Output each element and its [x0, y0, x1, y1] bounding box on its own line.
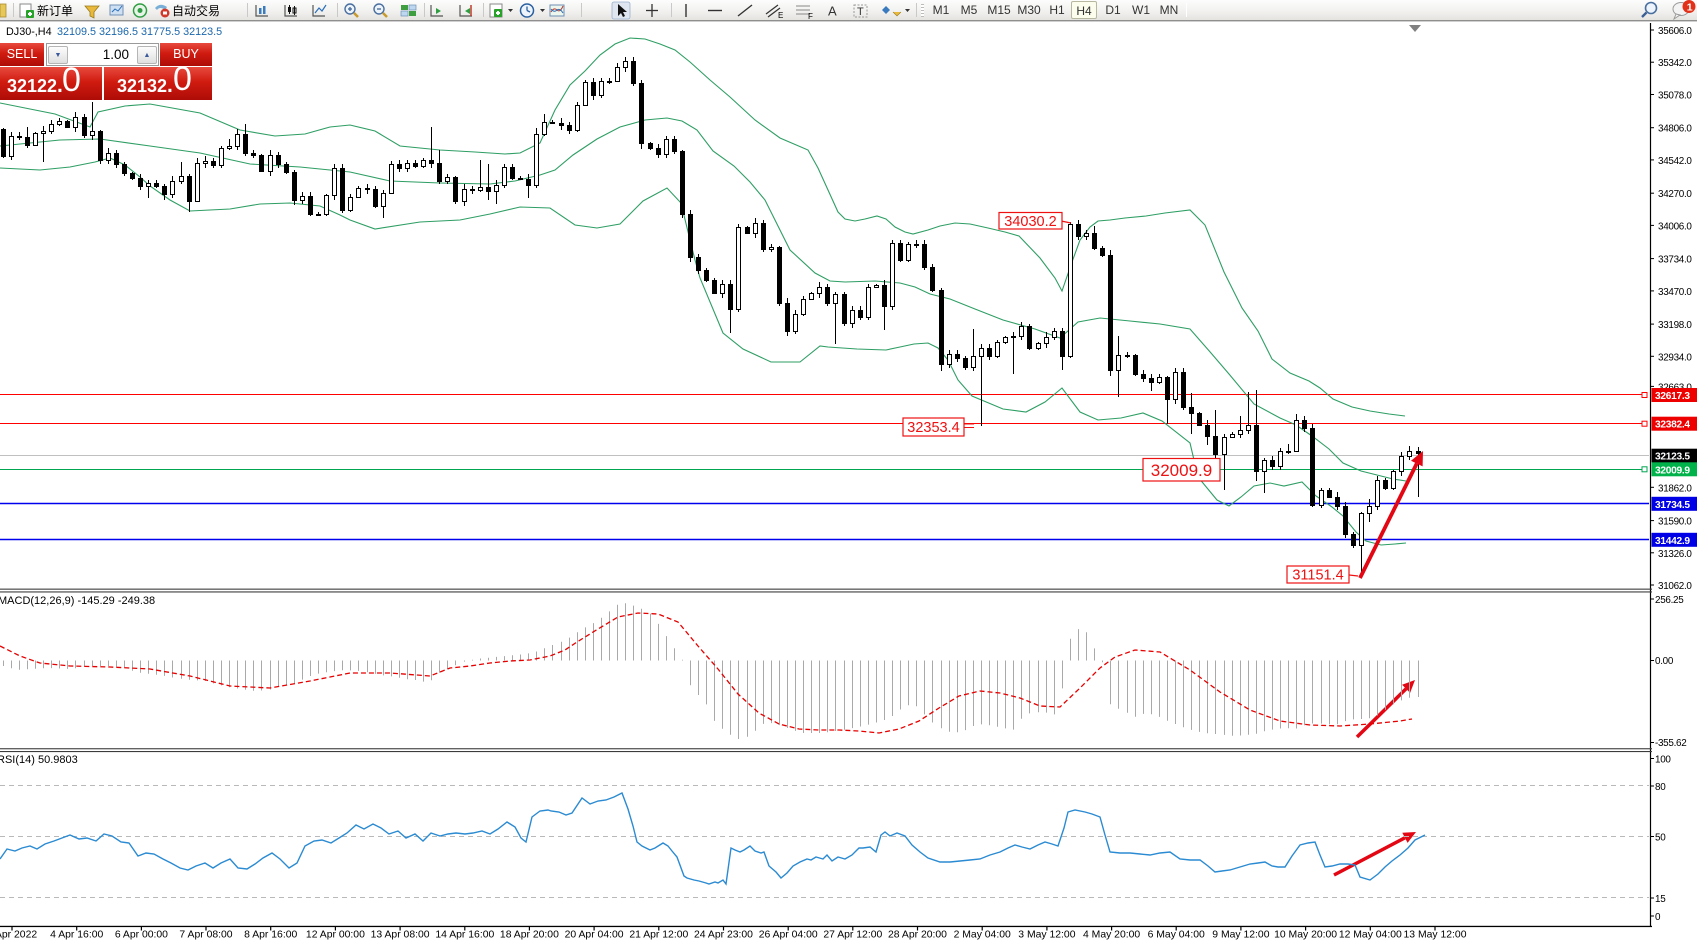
svg-text:33470.0: 33470.0 — [1658, 287, 1692, 298]
svg-text:256.25: 256.25 — [1655, 595, 1684, 606]
svg-text:2 May 04:00: 2 May 04:00 — [954, 930, 1011, 941]
svg-text:14 Apr 16:00: 14 Apr 16:00 — [435, 930, 494, 941]
svg-text:32617.3: 32617.3 — [1655, 391, 1690, 402]
svg-text:8 Apr 16:00: 8 Apr 16:00 — [244, 930, 297, 941]
svg-text:26 Apr 04:00: 26 Apr 04:00 — [759, 930, 818, 941]
svg-text:13 Apr 08:00: 13 Apr 08:00 — [371, 930, 430, 941]
svg-text:33734.0: 33734.0 — [1658, 255, 1692, 266]
svg-text:32382.4: 32382.4 — [1655, 420, 1690, 431]
svg-text:24 Apr 23:00: 24 Apr 23:00 — [694, 930, 753, 941]
svg-text:34030.2: 34030.2 — [1004, 214, 1056, 230]
svg-text:80: 80 — [1655, 782, 1666, 793]
svg-text:7 Apr 08:00: 7 Apr 08:00 — [179, 930, 232, 941]
svg-text:12 Apr 00:00: 12 Apr 00:00 — [306, 930, 365, 941]
svg-text:31151.4: 31151.4 — [1292, 568, 1343, 584]
svg-text:32009.9: 32009.9 — [1655, 465, 1690, 476]
svg-text:100: 100 — [1655, 755, 1671, 766]
svg-text:32109.5 32196.5 31775.5 32123.: 32109.5 32196.5 31775.5 32123.5 — [57, 26, 222, 38]
svg-text:32353.4: 32353.4 — [907, 420, 959, 436]
svg-text:32934.0: 32934.0 — [1658, 352, 1692, 363]
svg-text:31062.0: 31062.0 — [1658, 581, 1692, 592]
svg-text:21 Apr 12:00: 21 Apr 12:00 — [629, 930, 688, 941]
svg-text:0: 0 — [1655, 912, 1661, 923]
svg-text:9 May 12:00: 9 May 12:00 — [1212, 930, 1269, 941]
svg-text:18 Apr 20:00: 18 Apr 20:00 — [500, 930, 559, 941]
svg-text:31734.5: 31734.5 — [1655, 500, 1690, 511]
svg-text:32663.0: 32663.0 — [1658, 382, 1692, 393]
svg-text:31590.0: 31590.0 — [1658, 517, 1692, 528]
svg-text:新订单: 新订单 — [37, 3, 73, 18]
svg-text:35342.0: 35342.0 — [1658, 58, 1692, 69]
svg-text:35606.0: 35606.0 — [1658, 26, 1692, 37]
svg-text:20 Apr 04:00: 20 Apr 04:00 — [565, 930, 624, 941]
svg-text:31442.9: 31442.9 — [1655, 536, 1690, 547]
svg-text:F: F — [808, 12, 813, 21]
svg-text:31862.0: 31862.0 — [1658, 483, 1692, 494]
svg-text:35078.0: 35078.0 — [1658, 91, 1692, 102]
svg-text:MACD(12,26,9) -145.29 -249.38: MACD(12,26,9) -145.29 -249.38 — [0, 595, 155, 607]
svg-text:13 May 12:00: 13 May 12:00 — [1404, 930, 1467, 941]
svg-text:0.00: 0.00 — [1655, 656, 1674, 667]
svg-text:-355.62: -355.62 — [1655, 738, 1686, 749]
svg-text:28 Apr 20:00: 28 Apr 20:00 — [888, 930, 947, 941]
svg-text:4 Apr 16:00: 4 Apr 16:00 — [50, 930, 103, 941]
svg-text:T: T — [857, 6, 864, 18]
svg-text:A: A — [828, 4, 837, 19]
svg-text:12 May 04:00: 12 May 04:00 — [1339, 930, 1402, 941]
svg-text:34806.0: 34806.0 — [1658, 124, 1692, 135]
svg-text:RSI(14) 50.9803: RSI(14) 50.9803 — [0, 754, 78, 766]
svg-text:32123.5: 32123.5 — [1655, 452, 1690, 463]
svg-text:DJ30-,H4: DJ30-,H4 — [6, 26, 52, 38]
svg-text:34542.0: 34542.0 — [1658, 156, 1692, 167]
svg-text:4 May 20:00: 4 May 20:00 — [1083, 930, 1140, 941]
svg-text:自动交易: 自动交易 — [172, 3, 220, 18]
svg-text:33198.0: 33198.0 — [1658, 320, 1692, 331]
svg-text:34270.0: 34270.0 — [1658, 189, 1692, 200]
svg-text:34006.0: 34006.0 — [1658, 221, 1692, 232]
svg-text:32009.9: 32009.9 — [1151, 461, 1212, 480]
svg-text:3 May 12:00: 3 May 12:00 — [1018, 930, 1075, 941]
svg-text:27 Apr 12:00: 27 Apr 12:00 — [823, 930, 882, 941]
svg-text:15: 15 — [1655, 894, 1666, 905]
svg-text:6 Apr 00:00: 6 Apr 00:00 — [115, 930, 168, 941]
svg-text:E: E — [778, 11, 783, 20]
svg-text:1: 1 — [1687, 2, 1693, 14]
svg-text:10 May 20:00: 10 May 20:00 — [1274, 930, 1337, 941]
svg-text:1 Apr 2022: 1 Apr 2022 — [0, 930, 37, 941]
svg-text:6 May 04:00: 6 May 04:00 — [1148, 930, 1205, 941]
svg-text:50: 50 — [1655, 833, 1666, 844]
svg-text:31326.0: 31326.0 — [1658, 549, 1692, 560]
